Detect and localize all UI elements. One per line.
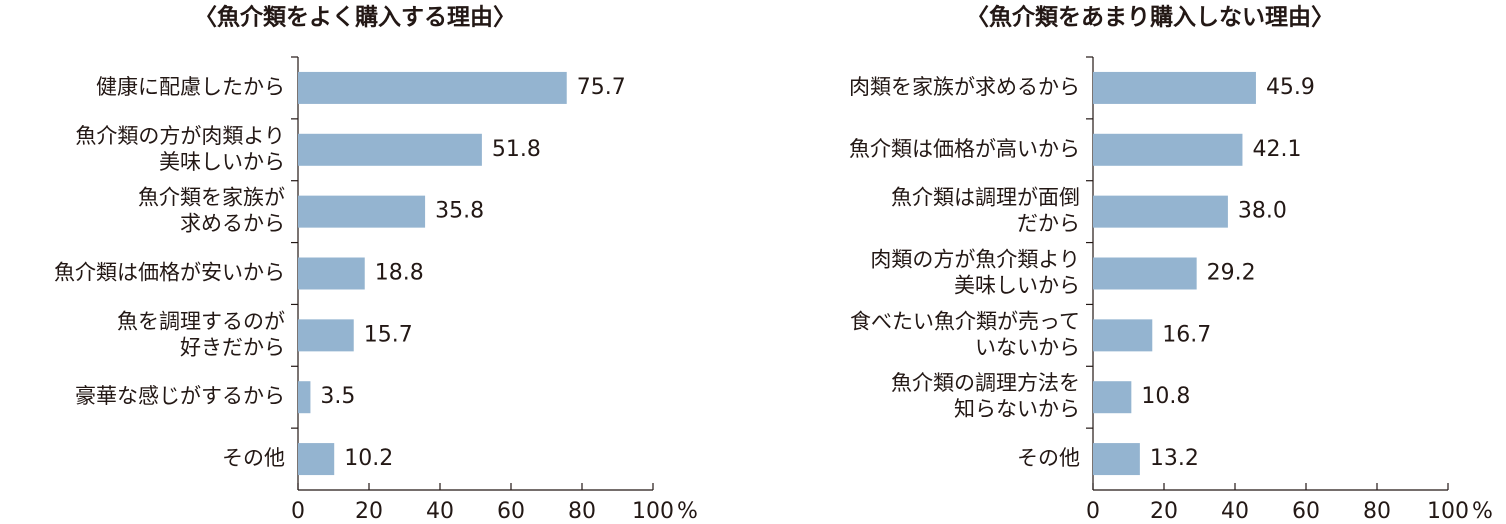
value-label: 10.2 bbox=[344, 446, 393, 471]
category-label: 魚介類を家族が求めるから bbox=[138, 186, 285, 236]
x-tick-label: 60 bbox=[497, 499, 525, 524]
bar bbox=[298, 257, 365, 290]
bar bbox=[298, 195, 426, 228]
value-label: 10.8 bbox=[1141, 384, 1190, 409]
value-label: 3.5 bbox=[320, 384, 355, 409]
bar bbox=[1093, 257, 1197, 290]
value-label: 16.7 bbox=[1162, 322, 1211, 347]
bar bbox=[1093, 195, 1228, 228]
bar bbox=[298, 71, 567, 104]
value-label: 51.8 bbox=[492, 137, 541, 162]
category-label: 肉類の方が魚介類より美味しいから bbox=[870, 248, 1080, 298]
category-label: 肉類を家族が求めるから bbox=[849, 75, 1080, 99]
value-label: 35.8 bbox=[435, 199, 484, 224]
category-label: 魚を調理するのが好きだから bbox=[117, 309, 285, 359]
category-label: 豪華な感じがするから bbox=[75, 384, 285, 408]
chart-title: 〈魚介類をあまり購入しない理由〉 bbox=[966, 4, 1334, 31]
value-label: 18.8 bbox=[375, 261, 424, 286]
x-unit: % bbox=[677, 499, 698, 524]
x-tick-label: 40 bbox=[1221, 499, 1249, 524]
x-tick-label: 80 bbox=[1363, 499, 1391, 524]
bar bbox=[1093, 319, 1153, 352]
chart-title: 〈魚介類をよく購入する理由〉 bbox=[194, 4, 516, 31]
value-label: 29.2 bbox=[1207, 261, 1256, 286]
value-label: 13.2 bbox=[1150, 446, 1199, 471]
category-label: その他 bbox=[1017, 446, 1080, 470]
x-tick-label: 20 bbox=[1150, 499, 1178, 524]
bar bbox=[298, 133, 482, 166]
bar bbox=[1093, 71, 1256, 104]
value-label: 38.0 bbox=[1238, 199, 1287, 224]
bar bbox=[1093, 133, 1243, 166]
bar bbox=[298, 443, 335, 476]
value-label: 15.7 bbox=[364, 322, 413, 347]
value-label: 75.7 bbox=[577, 75, 626, 100]
category-label: 食べたい魚介類が売っていないから bbox=[850, 309, 1080, 359]
category-label: その他 bbox=[222, 446, 285, 470]
category-label: 健康に配慮したから bbox=[96, 75, 285, 99]
x-tick-label: 80 bbox=[568, 499, 596, 524]
category-label: 魚介類は価格が安いから bbox=[54, 261, 285, 285]
x-tick-label: 100 bbox=[1427, 499, 1469, 524]
value-label: 42.1 bbox=[1252, 137, 1301, 162]
x-tick-label: 0 bbox=[1086, 499, 1100, 524]
category-label: 魚介類の方が肉類より美味しいから bbox=[75, 124, 285, 174]
category-label: 魚介類は価格が高いから bbox=[849, 137, 1080, 161]
bar bbox=[298, 381, 311, 414]
bar bbox=[1093, 381, 1132, 414]
x-tick-label: 20 bbox=[355, 499, 383, 524]
category-label: 魚介類は調理が面倒だから bbox=[891, 186, 1080, 236]
x-tick-label: 0 bbox=[291, 499, 305, 524]
bar bbox=[298, 319, 354, 352]
bar bbox=[1093, 443, 1140, 476]
x-tick-label: 100 bbox=[632, 499, 674, 524]
x-unit: % bbox=[1472, 499, 1493, 524]
x-tick-label: 60 bbox=[1292, 499, 1320, 524]
category-label: 魚介類の調理方法を知らないから bbox=[891, 371, 1080, 421]
x-tick-label: 40 bbox=[426, 499, 454, 524]
value-label: 45.9 bbox=[1266, 75, 1315, 100]
